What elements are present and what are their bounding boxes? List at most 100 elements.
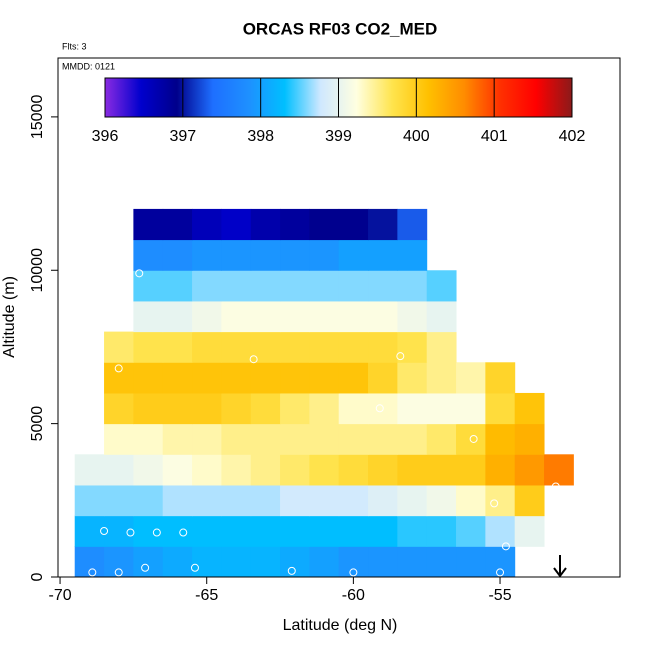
heatmap-cell	[368, 208, 398, 241]
heatmap-cell	[426, 331, 457, 363]
heatmap-cell	[456, 546, 486, 578]
heatmap-cell	[250, 270, 281, 302]
heatmap-cell	[74, 515, 105, 547]
heatmap-cell	[280, 300, 310, 333]
heatmap-cell	[104, 454, 134, 486]
heatmap-cell	[368, 300, 398, 333]
sample-point	[419, 198, 428, 207]
heatmap-cell	[104, 392, 134, 425]
heatmap-cell	[280, 484, 310, 517]
heatmap-cell	[133, 208, 164, 241]
heatmap-cell	[338, 515, 369, 547]
heatmap-cell	[280, 331, 310, 363]
sample-point	[126, 528, 135, 537]
heatmap-cell	[485, 484, 516, 517]
heatmap-cell	[426, 362, 457, 394]
heatmap-cell	[162, 546, 193, 578]
heatmap-cell	[368, 270, 398, 302]
heatmap-cell	[338, 423, 369, 455]
colorbar-tick-label: 398	[247, 128, 274, 145]
heatmap-cell	[426, 300, 457, 333]
sample-point	[490, 499, 499, 508]
heatmap-cell	[426, 515, 457, 547]
heatmap-cell	[309, 546, 340, 578]
heatmap-cell	[280, 239, 310, 271]
heatmap-cell	[368, 484, 398, 517]
heatmap-cell	[221, 392, 252, 425]
heatmap-cell	[397, 392, 428, 425]
heatmap-cell	[250, 484, 281, 517]
heatmap-cell	[338, 546, 369, 578]
heatmap-cell	[514, 515, 545, 547]
heatmap-cell	[221, 239, 252, 271]
heatmap-cell	[426, 423, 457, 455]
heatmap-cell	[104, 546, 134, 578]
sample-point	[249, 355, 258, 364]
sample-point	[100, 526, 109, 535]
heatmap-cell	[133, 239, 164, 271]
heatmap-cell	[368, 362, 398, 394]
colorbar-tick-label: 400	[403, 128, 430, 145]
arrow	[553, 555, 567, 578]
sample-point	[152, 528, 161, 537]
heatmap-cell	[192, 300, 222, 333]
heatmap-cell	[162, 331, 193, 363]
sample-point	[551, 482, 560, 491]
heatmap-cell	[192, 239, 222, 271]
heatmap-cell	[309, 515, 340, 547]
colorbar-tick-label: 396	[92, 128, 119, 145]
colorbar-tick-label: 399	[325, 128, 352, 145]
heatmap-cell	[514, 454, 545, 486]
heatmap-cell	[309, 331, 340, 363]
heatmap-cell	[221, 484, 252, 517]
heatmap-cell	[74, 546, 105, 578]
heatmap-cell	[338, 484, 369, 517]
heatmap-cell	[162, 208, 193, 241]
heatmap-cell	[192, 362, 222, 394]
heatmap-cell	[192, 331, 222, 363]
heatmap-cell	[368, 331, 398, 363]
colorbar-tick-label: 402	[559, 128, 586, 145]
heatmap-cell	[309, 392, 340, 425]
heatmap-cell	[133, 454, 164, 486]
heatmap-cell	[104, 423, 134, 455]
heatmap-cell	[397, 270, 428, 302]
sample-point	[135, 269, 144, 278]
heatmap-cell	[221, 546, 252, 578]
heatmap-cell	[192, 454, 222, 486]
heatmap-cell	[514, 423, 545, 455]
heatmap-cell	[133, 270, 164, 302]
heatmap-cell	[133, 300, 164, 333]
heatmap-cell	[250, 454, 281, 486]
heatmap-cell	[221, 515, 252, 547]
heatmap-cell	[397, 362, 428, 394]
heatmap-cell	[309, 362, 340, 394]
heatmap-cell	[162, 300, 193, 333]
heatmap-cell	[192, 423, 222, 455]
sample-point	[141, 563, 150, 572]
heatmap-cell	[250, 392, 281, 425]
x-tick-label: -70	[48, 587, 71, 604]
sample-point	[396, 352, 405, 361]
heatmap-cell	[133, 362, 164, 394]
heatmap-cell	[426, 484, 457, 517]
sample-point	[469, 434, 478, 443]
heatmap-cell	[309, 239, 340, 271]
heatmap-cell	[250, 239, 281, 271]
heatmap-cell	[338, 208, 369, 241]
heatmap-cell	[133, 515, 164, 547]
heatmap-cell	[162, 515, 193, 547]
sample-point	[501, 542, 510, 551]
heatmap-cell	[456, 362, 486, 394]
heatmap-cell	[162, 362, 193, 394]
y-axis-label: Altitude (m)	[1, 276, 18, 358]
heatmap-cell	[397, 239, 428, 271]
heatmap-cell	[338, 392, 369, 425]
heatmap-cell	[544, 454, 574, 486]
sample-point	[114, 568, 123, 577]
heatmap-cell	[485, 515, 516, 547]
heatmap-cell	[338, 362, 369, 394]
heatmap-cell	[104, 515, 134, 547]
heatmap-cell	[309, 484, 340, 517]
heatmap-cell	[104, 362, 134, 394]
